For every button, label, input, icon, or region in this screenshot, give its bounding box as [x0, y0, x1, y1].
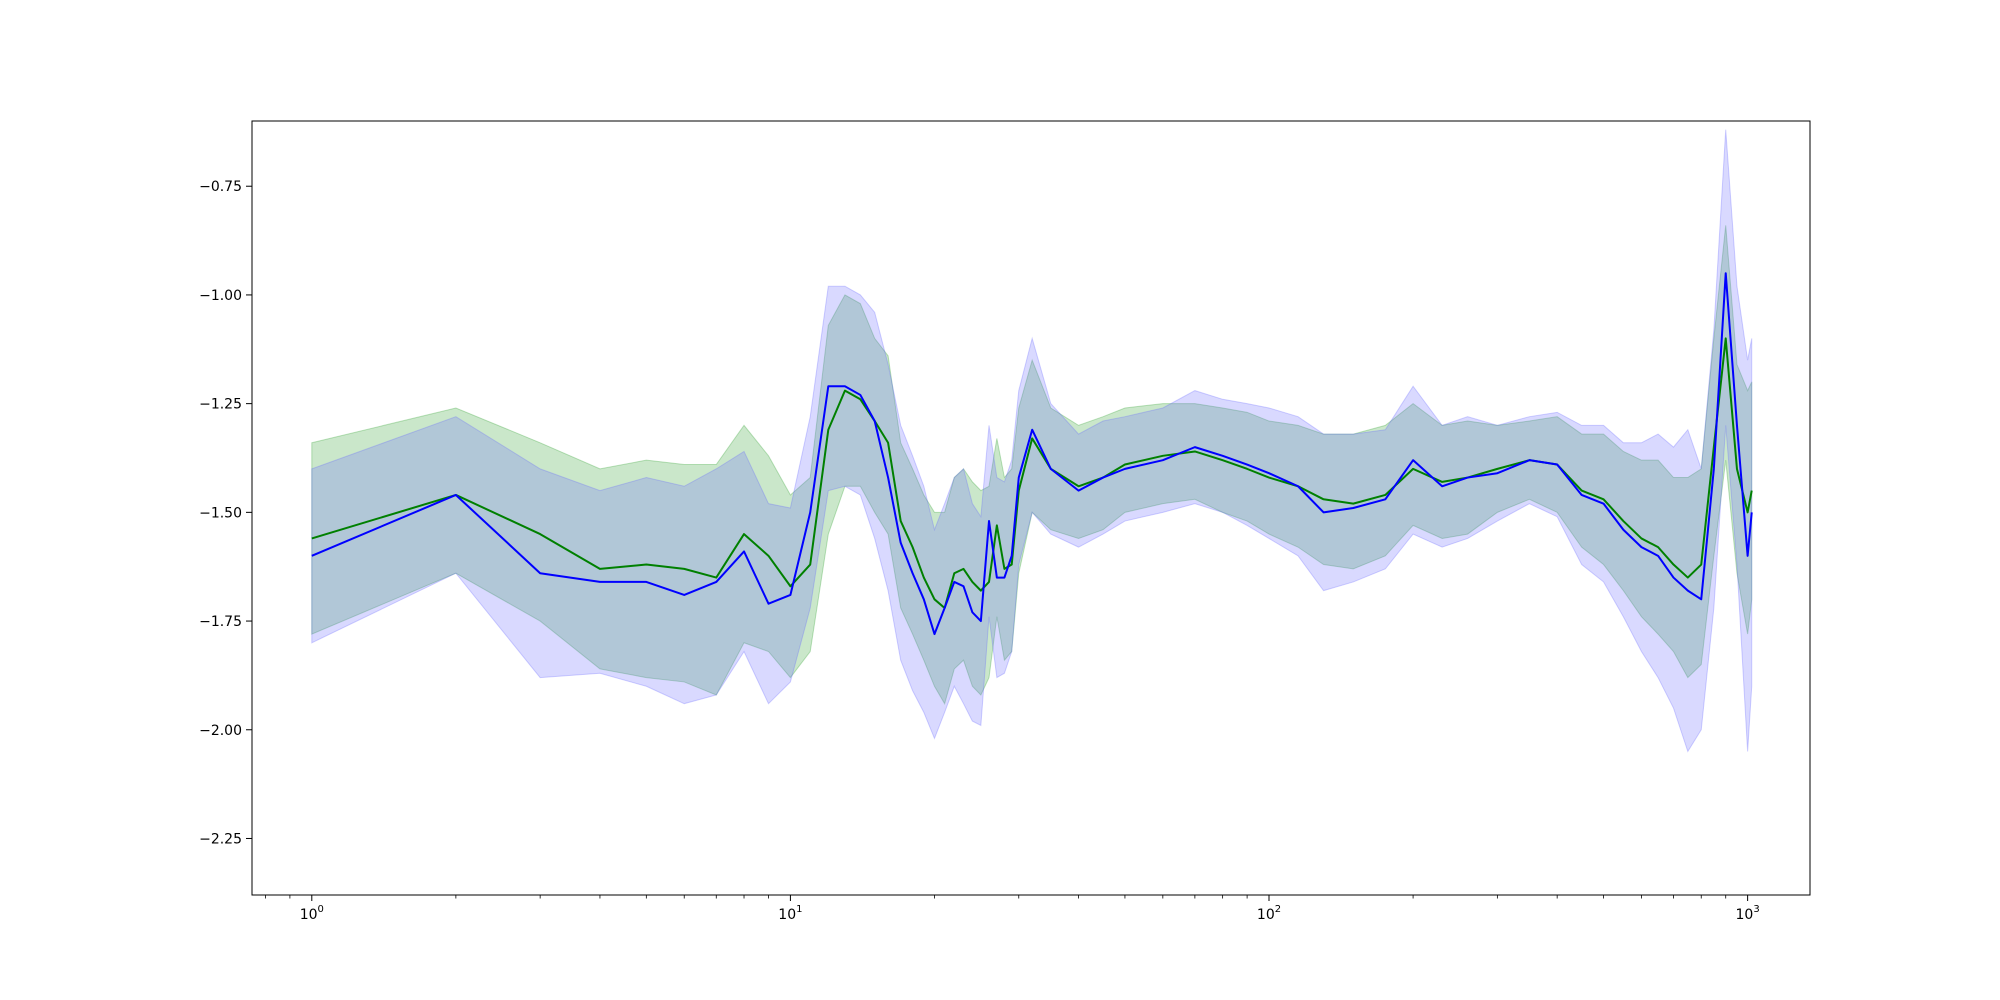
y-tick-label: −2.25 [199, 831, 242, 847]
x-axis: 100 101 102 103 [265, 895, 1760, 923]
y-tick-label: −0.75 [199, 179, 242, 195]
series-lines [311, 272, 1753, 636]
x-tick-label: 102 [1257, 904, 1281, 923]
y-tick-label: −1.50 [199, 505, 242, 521]
series-1-line [311, 272, 1753, 636]
y-axis: −0.75 −1.00 −1.25 −1.50 −1.75 −2.00 −2.25 [199, 179, 252, 847]
x-tick-label: 100 [300, 904, 324, 923]
y-tick-label: −2.00 [199, 723, 242, 739]
series-0-band [311, 225, 1753, 705]
x-tick-label: 103 [1736, 904, 1760, 923]
y-tick-label: −1.25 [199, 397, 242, 413]
x-tick-label: 101 [778, 904, 802, 923]
y-tick-label: −1.00 [199, 288, 242, 304]
y-tick-label: −1.75 [199, 614, 242, 630]
plot-area-frame [251, 120, 1811, 896]
